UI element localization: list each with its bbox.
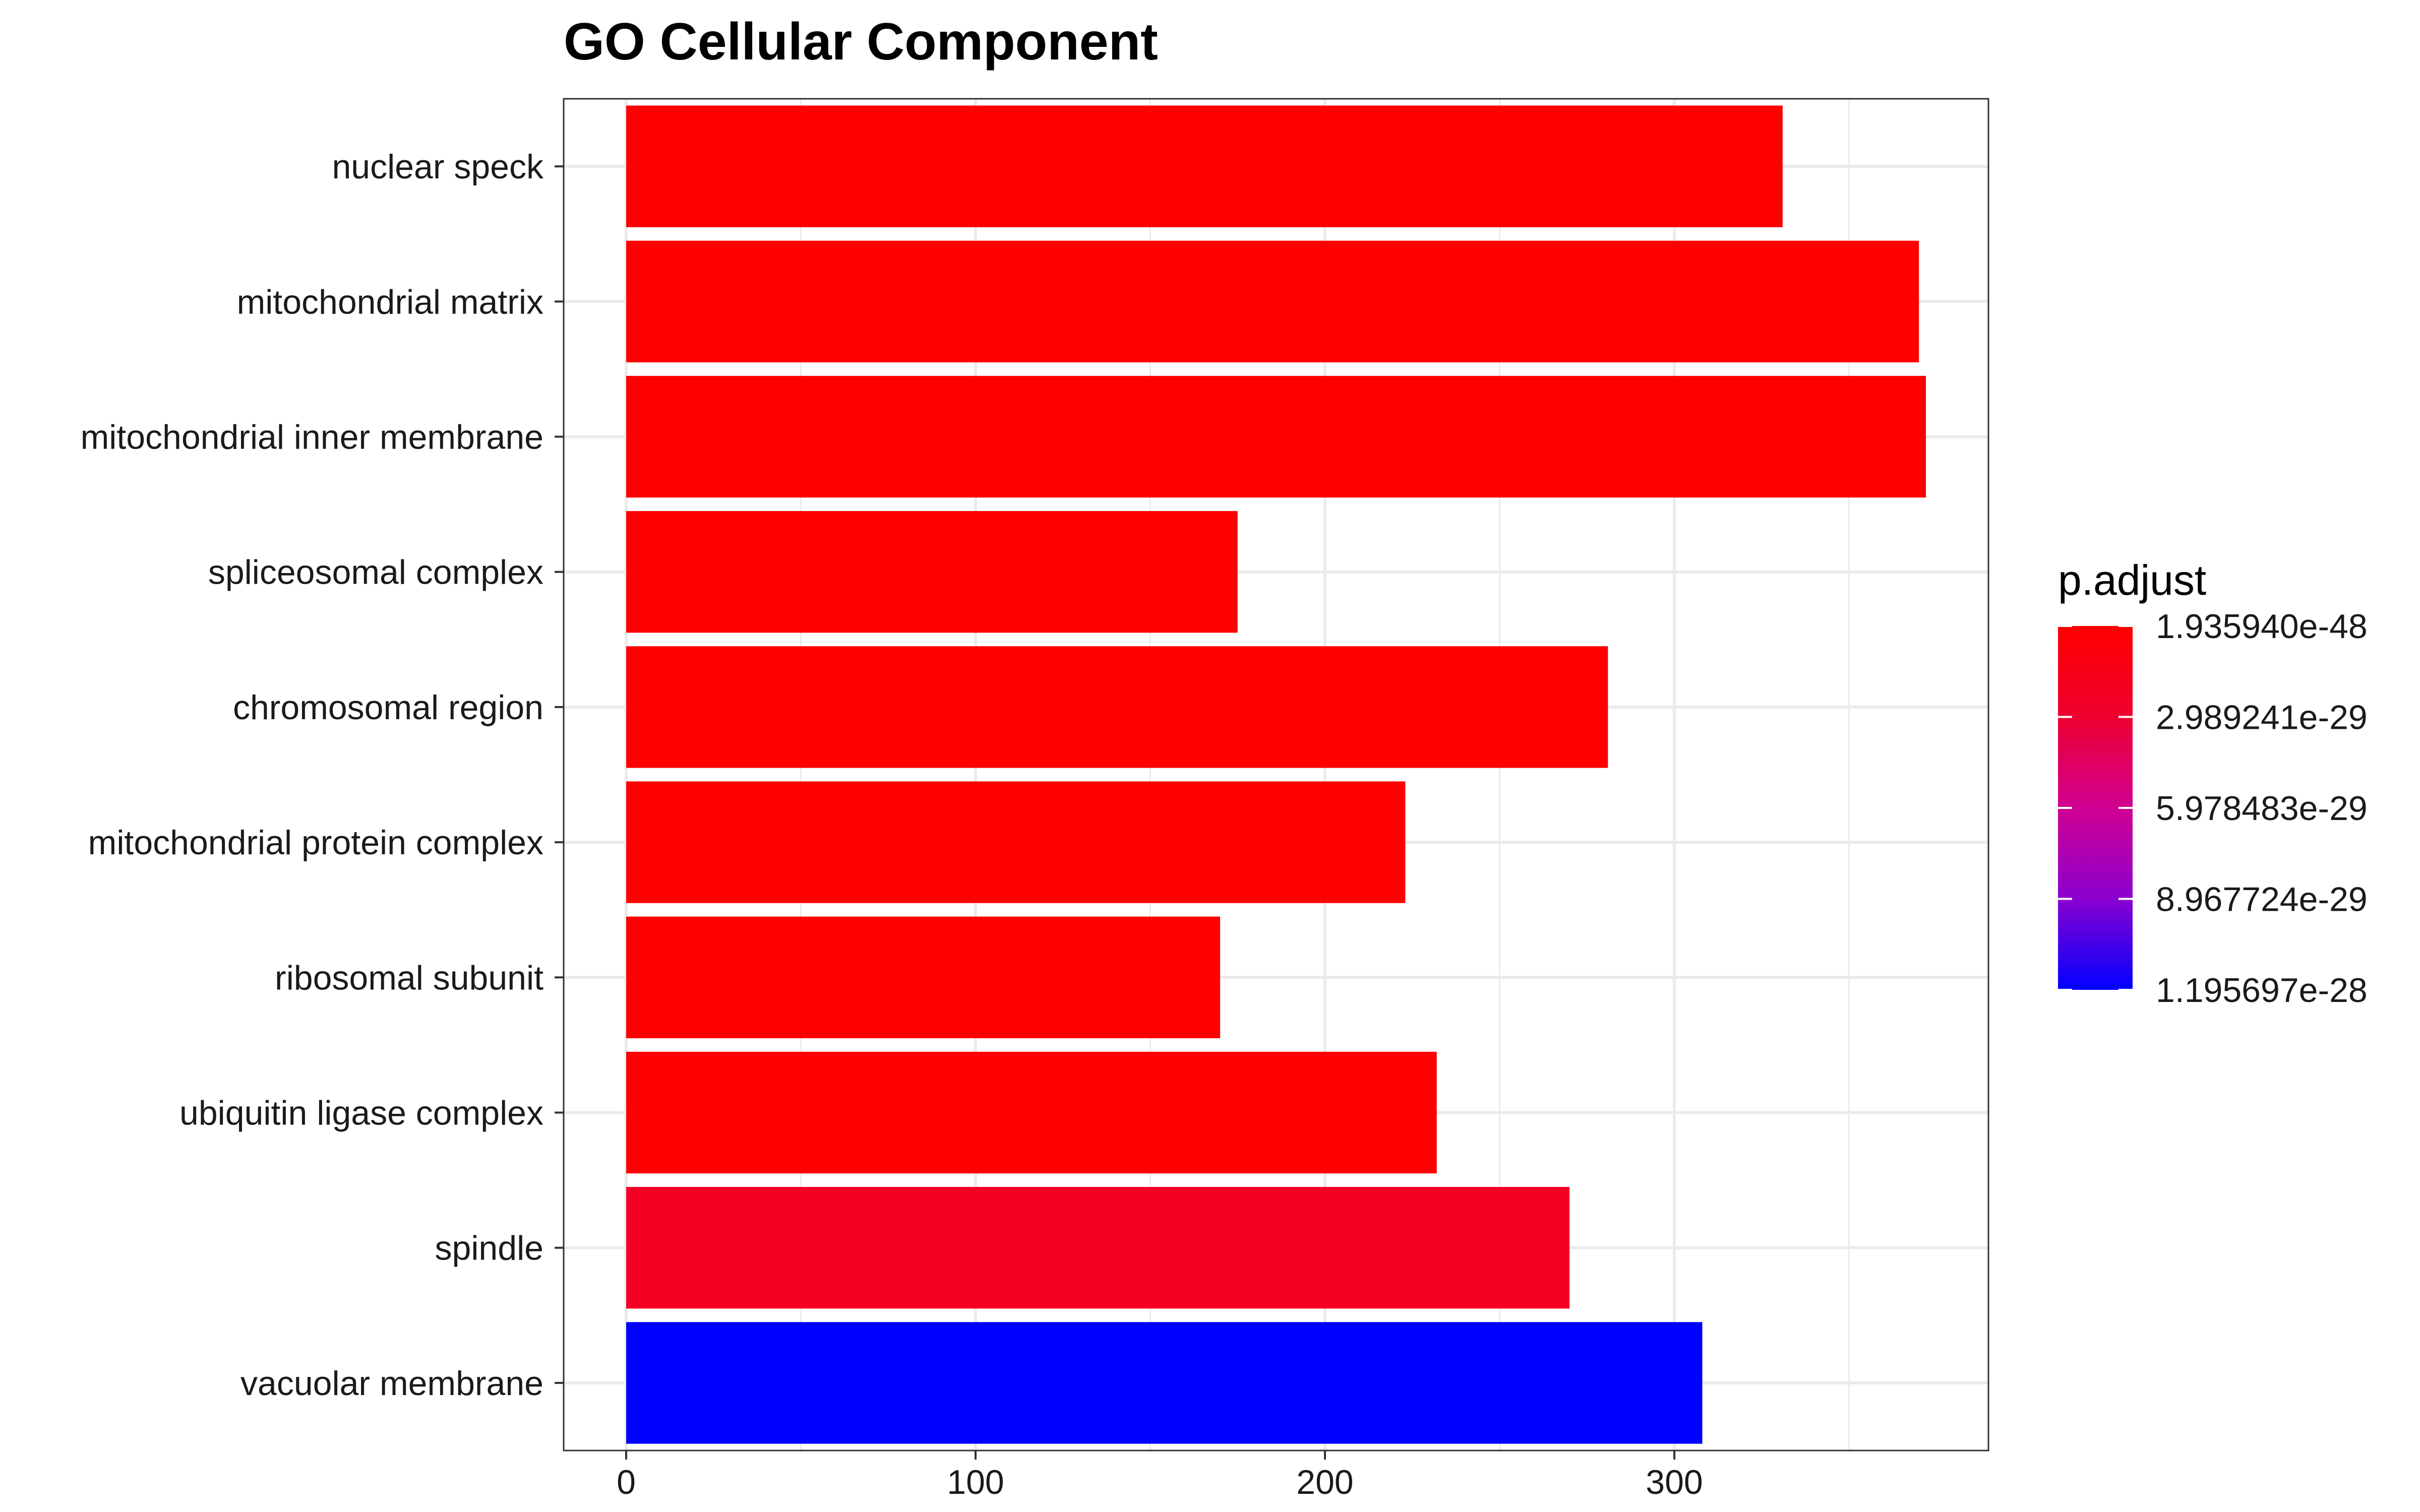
y-tick-label: mitochondrial matrix	[237, 283, 543, 321]
bar-8	[626, 1187, 1570, 1309]
chart-title: GO Cellular Component	[564, 13, 1158, 71]
bar-3	[626, 511, 1238, 633]
bar-1	[626, 240, 1919, 362]
bar-9	[626, 1322, 1703, 1444]
legend-label: 2.989241e-29	[2156, 699, 2368, 737]
bar-0	[626, 105, 1783, 227]
x-tick-label: 200	[1296, 1463, 1353, 1501]
y-tick-label: ribosomal subunit	[275, 959, 543, 997]
legend-label: 1.195697e-28	[2156, 971, 2368, 1010]
y-tick-label: chromosomal region	[233, 688, 543, 727]
x-axis: 0 100 200 300	[617, 1451, 1703, 1501]
bar-4	[626, 646, 1608, 768]
bar-6	[626, 916, 1221, 1038]
bars	[626, 105, 1926, 1444]
plot-panel-border	[563, 98, 1989, 1452]
x-tick-label: 100	[947, 1463, 1004, 1501]
bar-7	[626, 1051, 1437, 1174]
y-tick-label: mitochondrial inner membrane	[81, 418, 543, 457]
y-tick-label: vacuolar membrane	[240, 1364, 543, 1403]
y-tick-label: nuclear speck	[332, 148, 544, 186]
legend-label: 5.978483e-29	[2156, 789, 2368, 828]
legend-label: 8.967724e-29	[2156, 880, 2368, 919]
x-tick-label: 0	[617, 1463, 636, 1501]
y-tick-label: mitochondrial protein complex	[88, 824, 543, 862]
legend: p.adjust 1.935940e-48 2.989241e-29 5.97848…	[2058, 556, 2368, 1010]
bar-2	[626, 375, 1926, 498]
y-tick-label: ubiquitin ligase complex	[179, 1094, 543, 1132]
bar-5	[626, 781, 1406, 903]
y-axis: nuclear speck mitochondrial matrix mitocho…	[81, 148, 564, 1403]
legend-title: p.adjust	[2058, 556, 2206, 604]
y-tick-label: spindle	[435, 1229, 544, 1268]
x-tick-label: 300	[1646, 1463, 1703, 1501]
legend-ticks: 1.935940e-48 2.989241e-29 5.978483e-29 8.96…	[2058, 607, 2368, 1010]
legend-label: 1.935940e-48	[2156, 607, 2368, 646]
y-tick-label: spliceosomal complex	[208, 553, 543, 592]
